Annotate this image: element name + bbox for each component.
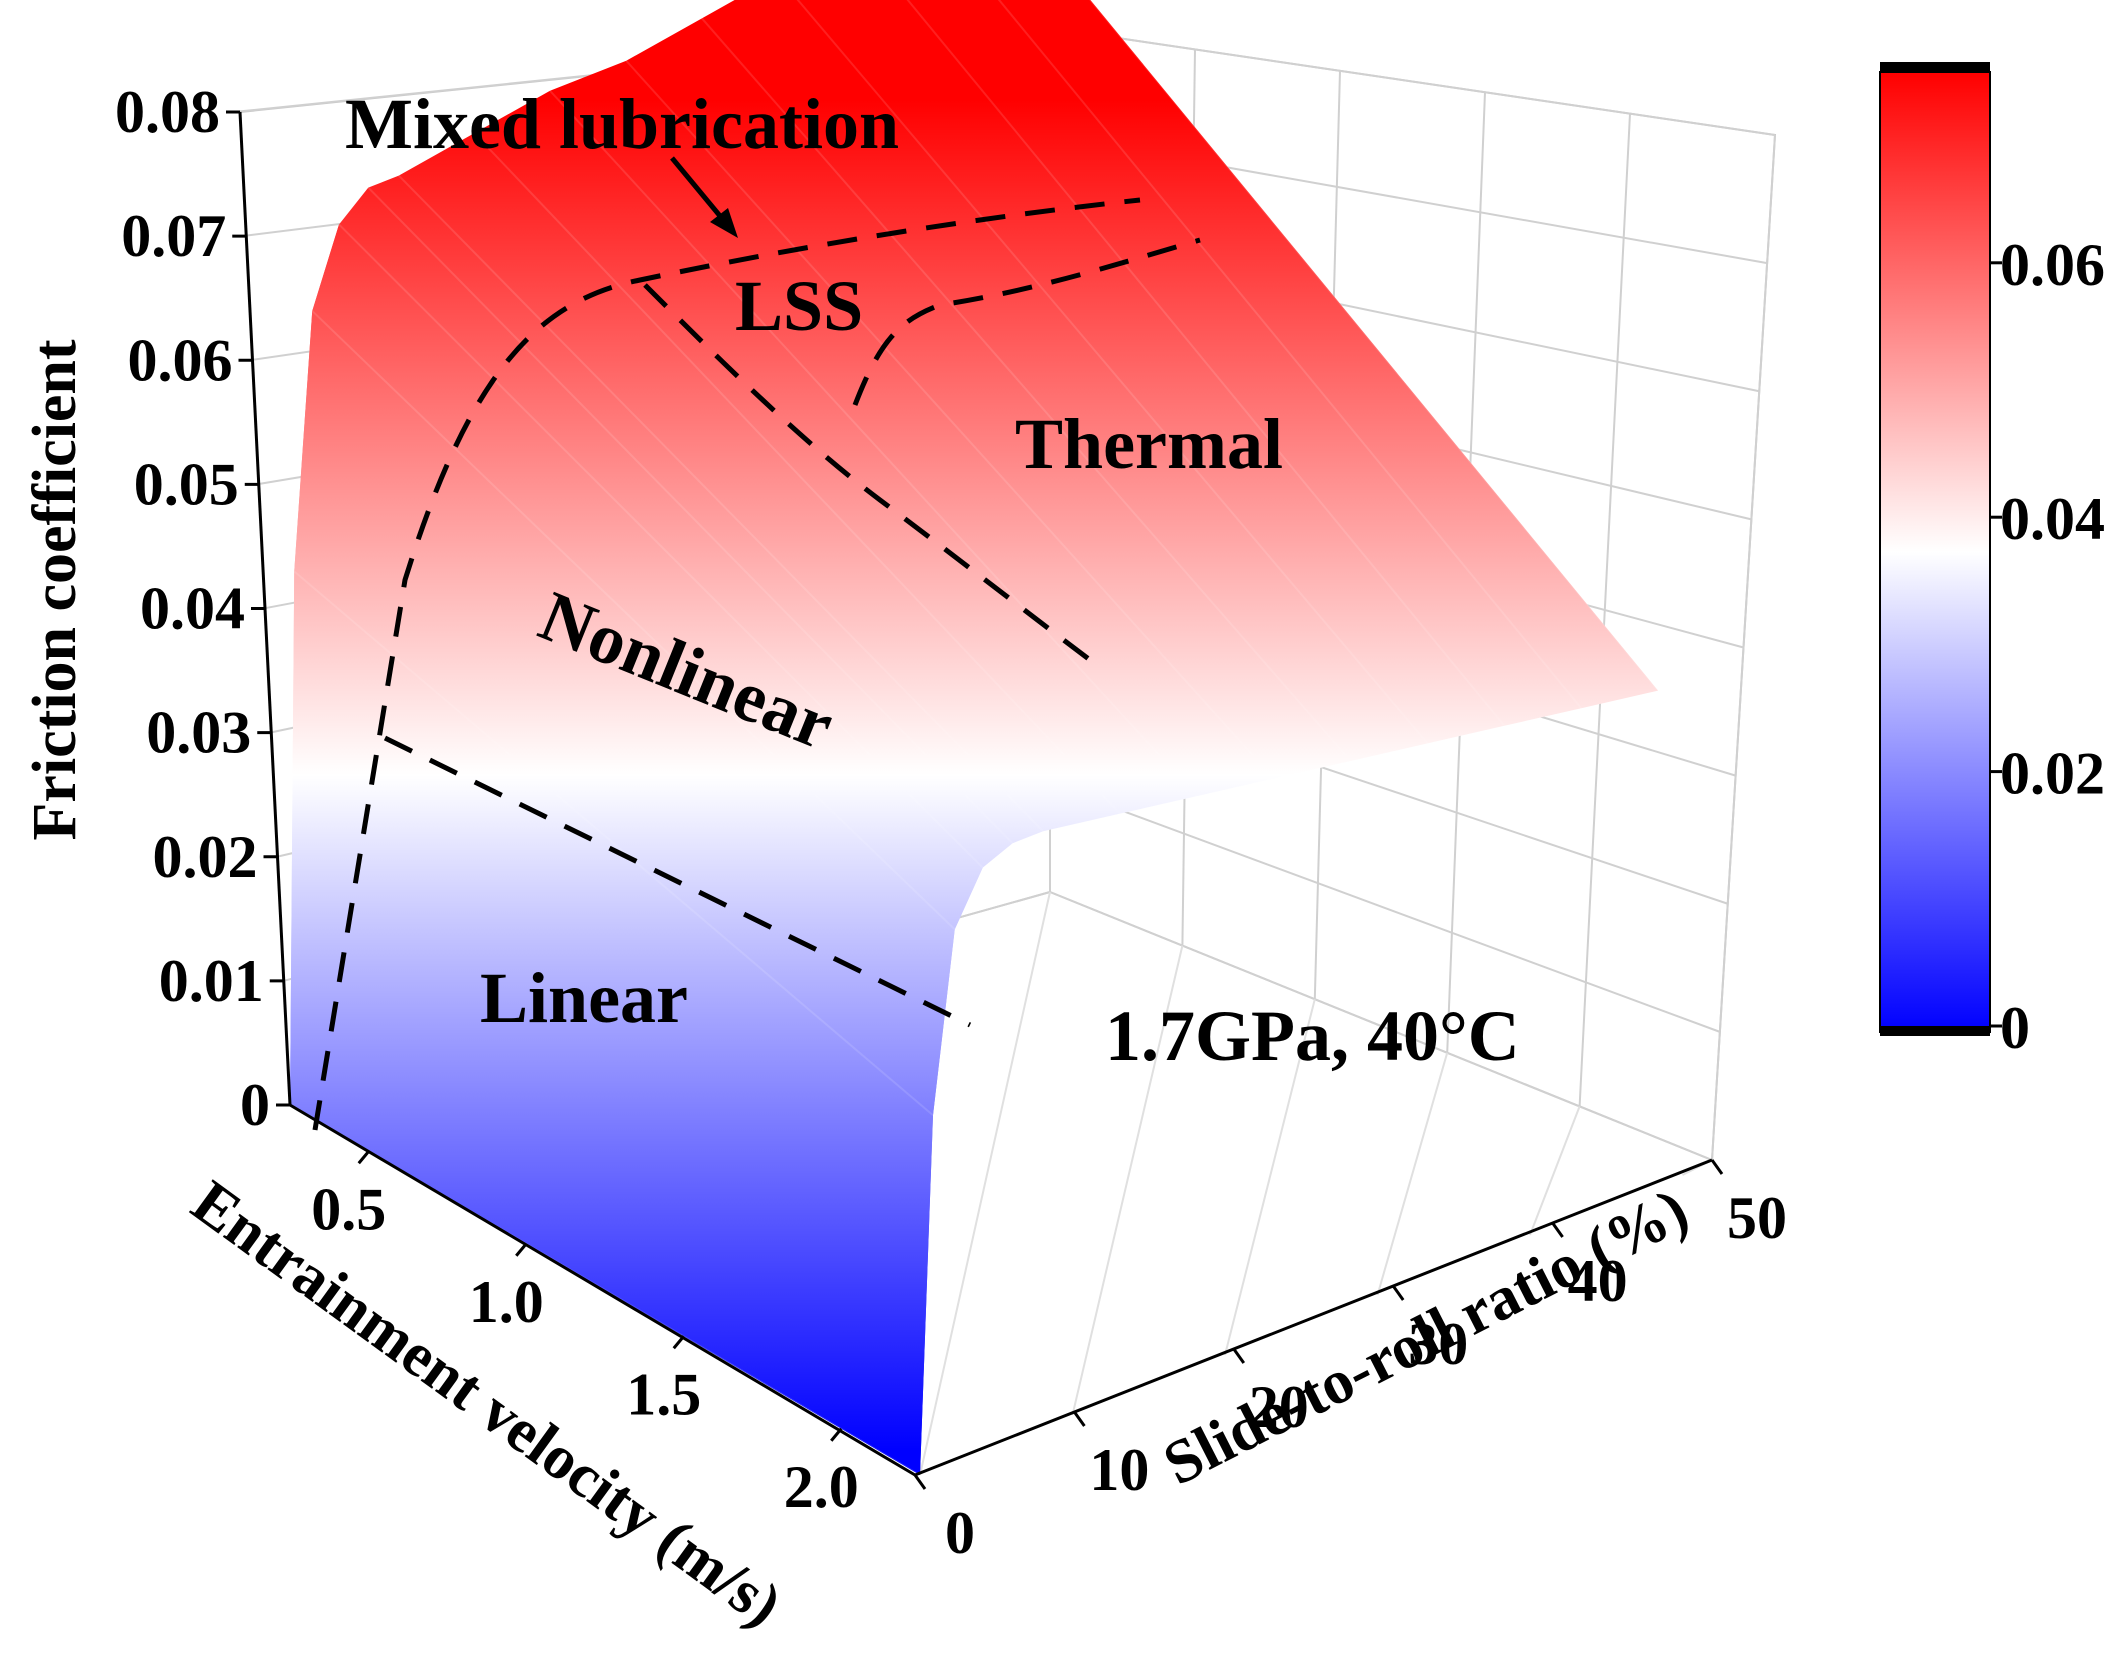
condition-label: 1.7GPa, 40°C [1105,996,1520,1076]
surface-grid-line-10 [796,0,1429,745]
floor-grid-s-3 [1376,1052,1449,1296]
region-label-linear: Linear [480,958,688,1038]
y-tick-label-3: 30 [1408,1311,1468,1377]
y-tick-label-0: 0 [945,1500,975,1566]
colorbar: 0 0.02 0.04 0.06 [1879,62,2105,1061]
surface-grid-line-12 [997,0,1583,709]
y-tick-label-2: 20 [1249,1374,1309,1440]
colorbar-gradient [1879,71,1991,1033]
friction-surface [289,0,1659,1476]
z-tick-label-6: 0.06 [128,327,233,393]
colorbar-ticks: 0 0.02 0.04 0.06 [1990,232,2105,1061]
surface-grid-line-9 [701,17,1352,762]
z-tick-label-0: 0 [240,1072,270,1138]
surface-front-face [290,224,983,1476]
region-label-thermal: Thermal [1015,404,1283,484]
z-tick-label-3: 0.03 [146,700,251,766]
z-tick-label-4: 0.04 [140,576,245,642]
floor-grid-s-4 [1529,1106,1581,1236]
cb-tick-label-3: 0.06 [2000,232,2105,298]
mixed-lubrication-arrow-shaft [670,156,727,224]
y-tick-label-5: 50 [1727,1185,1787,1251]
surface-grid-line-3 [338,223,984,869]
x-tick-label-1: 1.0 [469,1269,544,1335]
x-axis-ticks: 0.5 1.0 1.5 2.0 [311,1150,859,1520]
x-axis-line [289,1103,916,1477]
surface-grid-line-2 [311,310,956,931]
floor-grid-s-0 [919,891,1051,1476]
x-tick-label-0: 0.5 [311,1176,386,1242]
boundary-lss-thermal [852,237,1201,406]
x-tick-mark-2 [672,1335,685,1350]
y-tick-mark-3 [1391,1285,1405,1301]
y-tick-mark-0 [913,1474,927,1490]
z-tick-label-7: 0.07 [121,203,226,269]
mixed-lubrication-arrow-head [710,208,738,238]
cb-tick-label-1: 0.02 [2000,741,2105,807]
z-axis-ticks: 0 0.01 0.02 0.03 0.04 0.05 0.06 0.07 0.08 [115,79,290,1138]
boundary-nonlinear-lss [643,283,1092,662]
z-tick-label-1: 0.01 [159,948,264,1014]
colorbar-frame-bottom [1880,1026,1990,1036]
z-tick-label-8: 0.08 [115,79,220,145]
region-label-mixed-lubrication: Mixed lubrication [345,84,899,164]
floor-grid-s-1 [1071,945,1184,1416]
y-tick-mark-1 [1073,1411,1086,1427]
surface-grid-line-5 [398,174,1044,832]
surface-grid-line-13 [1089,0,1659,692]
region-boundaries [312,197,1201,1131]
y-axis-title: Slide-to-roll ratio (%) [1153,1176,1698,1499]
cb-tick-label-0: 0 [2000,995,2030,1061]
colorbar-frame-top [1880,62,1990,72]
grid-line-s-5 [1711,134,1776,1161]
region-label-lss: LSS [735,266,863,346]
y-axis-ticks: 0 10 20 30 40 50 [913,1159,1787,1566]
y-tick-mark-5 [1710,1159,1724,1175]
surface-grid-line-11 [906,0,1506,727]
x-tick-label-3: 2.0 [784,1454,859,1520]
x-tick-mark-1 [515,1242,528,1257]
grid-line-s-4 [1578,113,1631,1107]
y-tick-label-1: 10 [1089,1437,1149,1503]
y-axis-line [914,1158,1713,1477]
z-axis-title: Friction coefficient [21,339,89,840]
boundary-linear-nonlinear [383,735,972,1028]
z-tick-label-2: 0.02 [153,824,258,890]
floor-grid-s-2 [1224,998,1316,1356]
x-tick-label-2: 1.5 [626,1361,701,1427]
y-tick-label-4: 40 [1568,1248,1628,1314]
y-tick-mark-2 [1232,1348,1246,1364]
x-tick-mark-0 [357,1150,370,1165]
surface-grid-line-7 [549,90,1198,797]
cb-tick-label-2: 0.04 [2000,486,2105,552]
surface-grid-line-6 [473,132,1121,815]
surface-grid-line-4 [367,186,1014,844]
x-tick-mark-3 [830,1427,843,1442]
surface-grid-line-1 [293,570,934,1117]
z-tick-label-5: 0.05 [134,451,239,517]
y-tick-mark-4 [1551,1222,1564,1238]
boundary-mixed-left [312,197,1141,1131]
surface-grid-line-8 [625,60,1275,780]
